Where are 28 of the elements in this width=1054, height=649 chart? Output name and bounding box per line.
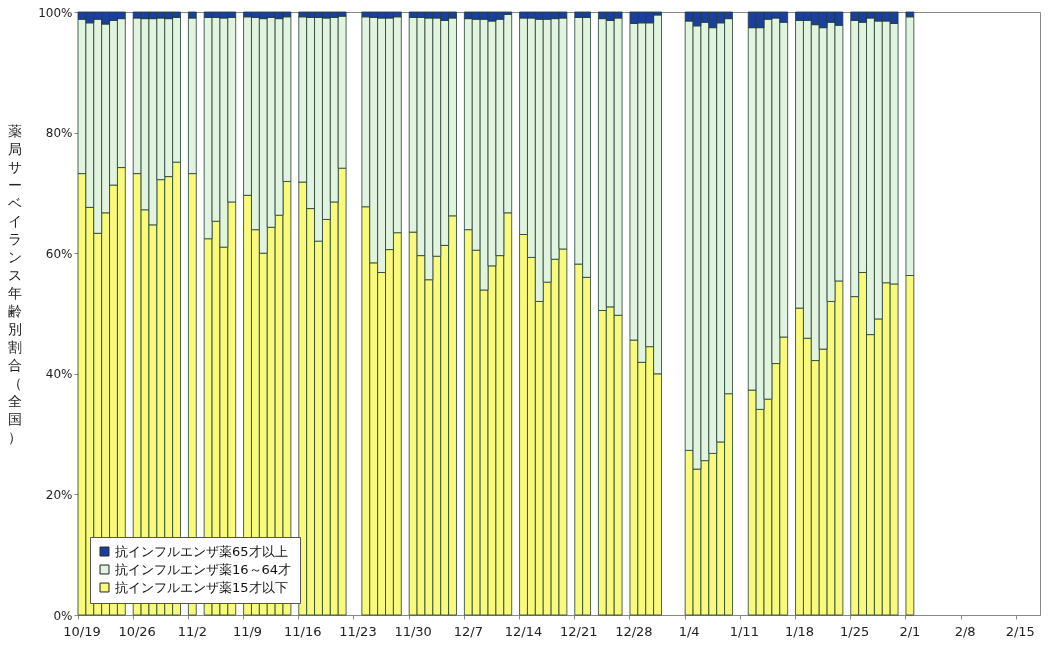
x-tick-label: 10/19 bbox=[63, 623, 101, 639]
x-tick-label: 11/23 bbox=[339, 623, 377, 639]
x-tick-label: 11/2 bbox=[177, 623, 207, 639]
legend-label: 抗インフルエンザ薬65才以上 bbox=[115, 543, 288, 559]
x-tick-label: 1/4 bbox=[678, 623, 700, 639]
x-tick-label: 12/14 bbox=[504, 623, 543, 639]
legend-label: 抗インフルエンザ薬15才以下 bbox=[115, 579, 288, 595]
x-tick-label: 11/9 bbox=[232, 623, 263, 639]
text: 薬局サーベイランス年齢別割合（全国） bbox=[7, 122, 22, 445]
x-tick-label: 12/7 bbox=[453, 623, 483, 639]
y-tick-label: 100% bbox=[38, 5, 73, 20]
x-tick-label: 10/26 bbox=[118, 623, 156, 639]
legend-label: 抗インフルエンザ薬16～64才 bbox=[115, 561, 292, 577]
x-tick-label: 11/30 bbox=[394, 623, 432, 639]
x-tick-label: 1/25 bbox=[840, 623, 870, 639]
x-tick-label: 2/8 bbox=[954, 623, 976, 639]
y-tick-label: 80% bbox=[45, 126, 73, 141]
x-tick-label: 11/16 bbox=[284, 623, 322, 639]
y-tick-label: 60% bbox=[45, 246, 73, 261]
x-tick-label: 2/15 bbox=[1005, 623, 1035, 639]
x-tick-label: 12/28 bbox=[615, 623, 653, 639]
x-tick-label: 1/11 bbox=[729, 623, 759, 639]
x-tick-label: 1/18 bbox=[784, 623, 815, 639]
x-tick-label: 12/21 bbox=[559, 623, 598, 639]
x-tick-label: 2/1 bbox=[899, 623, 921, 639]
y-tick-label: 20% bbox=[45, 487, 73, 502]
y-tick-label: 0% bbox=[53, 608, 73, 623]
y-tick-label: 40% bbox=[45, 367, 73, 382]
